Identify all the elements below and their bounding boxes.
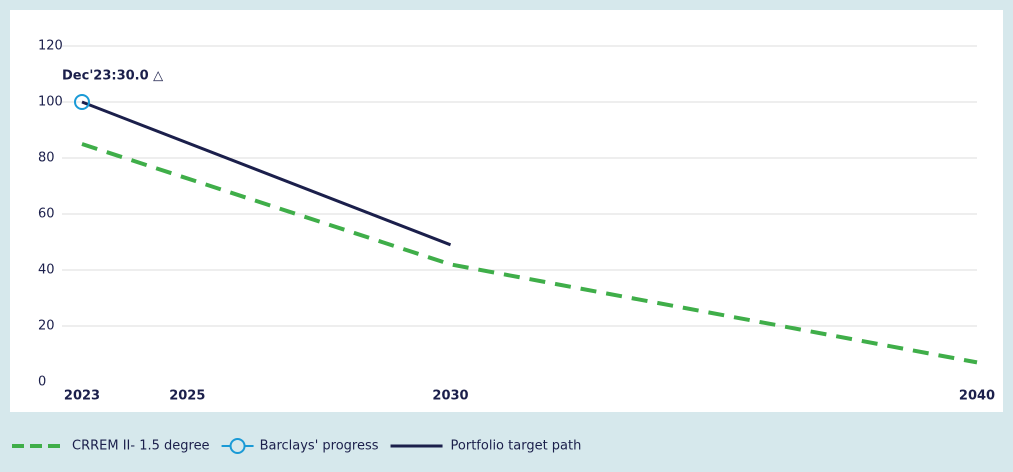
y-tick-label: 120 [38,39,63,54]
plot-panel [10,10,1003,412]
y-tick-label: 100 [38,95,63,110]
annotation: Dec'23:30.0 △ [62,69,163,84]
series-line [81,100,452,247]
x-tick-label: 2023 [64,389,100,404]
legend-label: CRREM II- 1.5 degree [72,439,210,454]
y-tick-label: 60 [38,207,55,222]
y-tick-label: 20 [38,319,55,334]
legend-label: Barclays' progress [260,439,379,454]
x-tick-label: 2040 [959,389,995,404]
data-point [74,94,90,110]
legend-label: Portfolio target path [451,439,582,454]
y-tick-label: 80 [38,151,55,166]
x-tick-label: 2025 [169,389,205,404]
y-tick-label: 0 [38,375,46,390]
x-tick-label: 2030 [432,389,468,404]
legend-swatch [229,438,246,454]
y-tick-label: 40 [38,263,55,278]
